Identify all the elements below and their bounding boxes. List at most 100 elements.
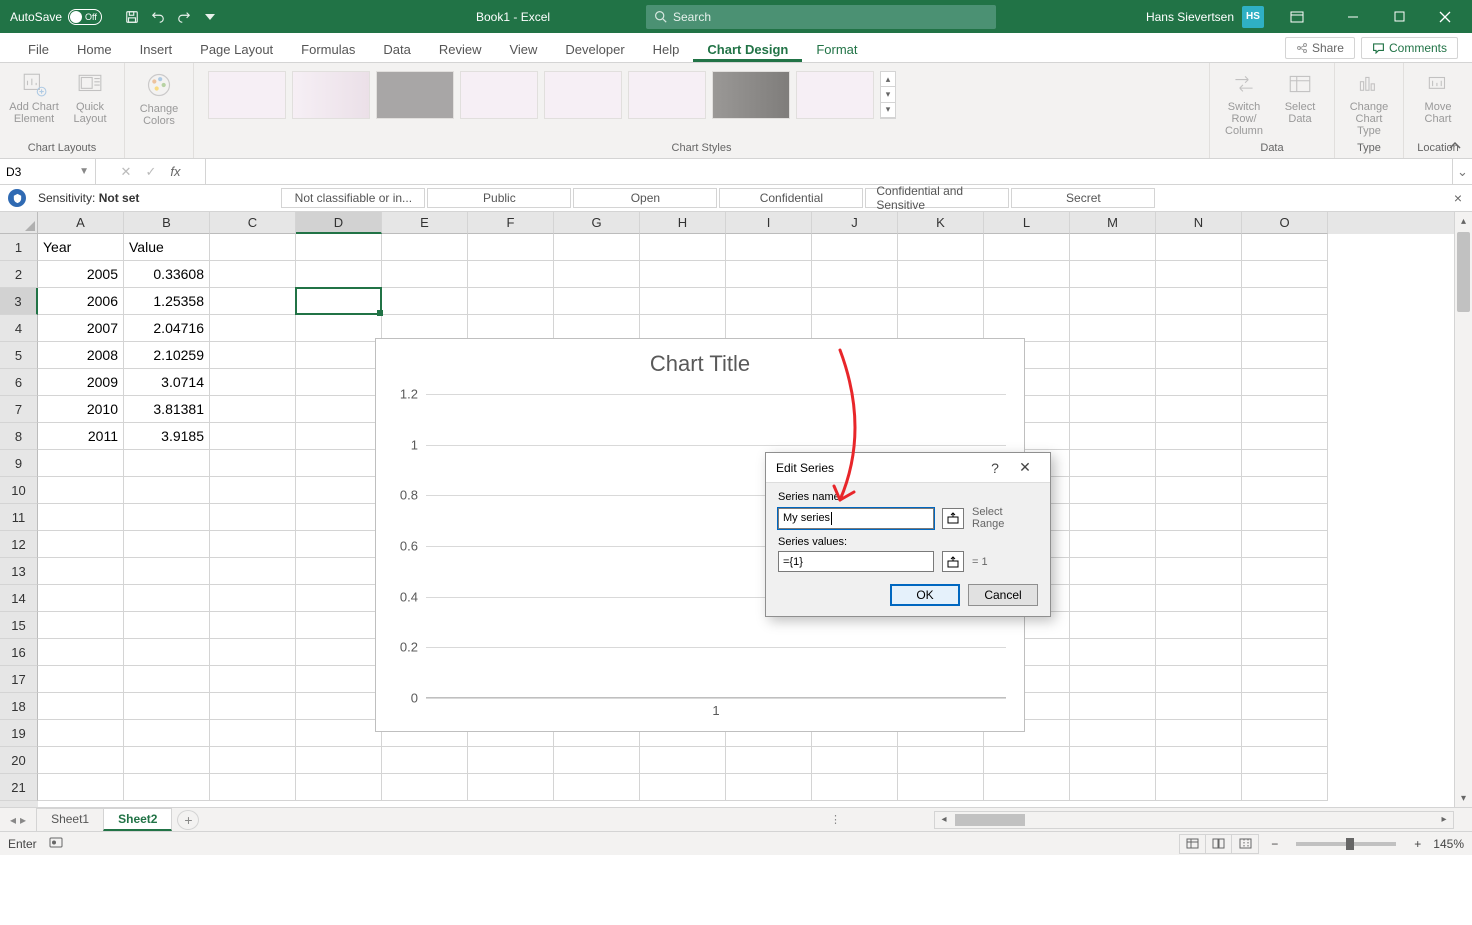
zoom-out-button[interactable]: −	[1271, 837, 1278, 851]
cell[interactable]	[1070, 558, 1156, 585]
close-button[interactable]	[1422, 0, 1468, 33]
cell[interactable]	[210, 423, 296, 450]
column-header[interactable]: D	[296, 212, 382, 234]
cell[interactable]	[296, 261, 382, 288]
row-header[interactable]: 8	[0, 423, 38, 450]
cell[interactable]	[382, 234, 468, 261]
cell[interactable]	[296, 342, 382, 369]
cell[interactable]	[984, 288, 1070, 315]
collapse-ribbon-icon[interactable]	[1448, 139, 1462, 154]
cell[interactable]	[1156, 369, 1242, 396]
column-header[interactable]: E	[382, 212, 468, 234]
move-chart-button[interactable]: Move Chart	[1412, 67, 1464, 137]
cell[interactable]	[554, 774, 640, 801]
cell[interactable]	[296, 612, 382, 639]
cell[interactable]: 3.0714	[124, 369, 210, 396]
tab-developer[interactable]: Developer	[551, 36, 638, 62]
cell[interactable]	[1242, 315, 1328, 342]
cell[interactable]	[554, 261, 640, 288]
row-header[interactable]: 21	[0, 774, 38, 801]
cell[interactable]	[1242, 477, 1328, 504]
cell[interactable]	[38, 639, 124, 666]
cell[interactable]	[726, 747, 812, 774]
cell[interactable]	[554, 288, 640, 315]
tab-data[interactable]: Data	[369, 36, 424, 62]
cell[interactable]	[1242, 720, 1328, 747]
cell[interactable]	[1156, 342, 1242, 369]
cell[interactable]	[468, 747, 554, 774]
cell[interactable]	[984, 261, 1070, 288]
cell[interactable]	[1242, 558, 1328, 585]
cell[interactable]	[124, 666, 210, 693]
cell[interactable]	[984, 774, 1070, 801]
cell[interactable]	[984, 747, 1070, 774]
cell[interactable]	[296, 450, 382, 477]
add-sheet-button[interactable]: +	[177, 810, 199, 830]
chart-style-thumb[interactable]	[544, 71, 622, 119]
cell[interactable]	[1156, 693, 1242, 720]
cell[interactable]	[1242, 369, 1328, 396]
cell[interactable]	[1242, 612, 1328, 639]
cell[interactable]	[210, 774, 296, 801]
zoom-slider[interactable]	[1296, 842, 1396, 846]
cell[interactable]: 2011	[38, 423, 124, 450]
cell[interactable]	[210, 396, 296, 423]
cell[interactable]	[1156, 666, 1242, 693]
cell[interactable]	[210, 558, 296, 585]
cell[interactable]	[210, 747, 296, 774]
cell[interactable]	[1242, 531, 1328, 558]
row-header[interactable]: 9	[0, 450, 38, 477]
cell[interactable]: 2.04716	[124, 315, 210, 342]
cell[interactable]	[1156, 261, 1242, 288]
sensitivity-option[interactable]: Confidential	[719, 188, 863, 208]
chart-style-thumb[interactable]	[376, 71, 454, 119]
cell[interactable]	[38, 477, 124, 504]
cell[interactable]	[898, 288, 984, 315]
cell[interactable]	[210, 315, 296, 342]
share-button[interactable]: Share	[1285, 37, 1355, 59]
chart-style-thumb[interactable]	[460, 71, 538, 119]
row-header[interactable]: 17	[0, 666, 38, 693]
row-header[interactable]: 14	[0, 585, 38, 612]
chart-style-thumb[interactable]	[712, 71, 790, 119]
cell[interactable]	[210, 531, 296, 558]
cell[interactable]	[640, 288, 726, 315]
cell[interactable]: Year	[38, 234, 124, 261]
cell[interactable]: 1.25358	[124, 288, 210, 315]
cell[interactable]	[1070, 342, 1156, 369]
series-name-range-button[interactable]	[942, 508, 964, 529]
column-header[interactable]: A	[38, 212, 124, 234]
row-header[interactable]: 4	[0, 315, 38, 342]
cell[interactable]	[296, 666, 382, 693]
cell[interactable]	[382, 261, 468, 288]
cancel-formula-icon[interactable]: ✕	[121, 164, 132, 180]
cell[interactable]	[296, 315, 382, 342]
cell[interactable]: 2005	[38, 261, 124, 288]
minimize-button[interactable]	[1330, 0, 1376, 33]
cell[interactable]: 3.9185	[124, 423, 210, 450]
cell[interactable]	[124, 504, 210, 531]
cell[interactable]	[124, 531, 210, 558]
qat-customize-icon[interactable]	[198, 5, 222, 29]
cell[interactable]	[1070, 369, 1156, 396]
cell[interactable]	[1070, 288, 1156, 315]
close-sensitivity-icon[interactable]: ×	[1454, 190, 1462, 206]
gallery-scroll[interactable]: ▴▾▾	[880, 71, 896, 119]
row-header[interactable]: 6	[0, 369, 38, 396]
page-break-view-button[interactable]	[1232, 835, 1258, 853]
column-header[interactable]: L	[984, 212, 1070, 234]
sensitivity-option[interactable]: Not classifiable or in...	[281, 188, 425, 208]
cell[interactable]	[1070, 666, 1156, 693]
tab-file[interactable]: File	[14, 36, 63, 62]
cell[interactable]: Value	[124, 234, 210, 261]
cell[interactable]	[210, 504, 296, 531]
cell[interactable]	[210, 234, 296, 261]
sensitivity-option[interactable]: Open	[573, 188, 717, 208]
enter-formula-icon[interactable]: ✓	[145, 164, 156, 180]
dialog-close-button[interactable]: ✕	[1010, 459, 1040, 476]
tab-help[interactable]: Help	[639, 36, 694, 62]
cell[interactable]	[1070, 774, 1156, 801]
scroll-down-icon[interactable]: ▾	[1455, 789, 1472, 807]
cell[interactable]	[38, 747, 124, 774]
cell[interactable]	[898, 747, 984, 774]
